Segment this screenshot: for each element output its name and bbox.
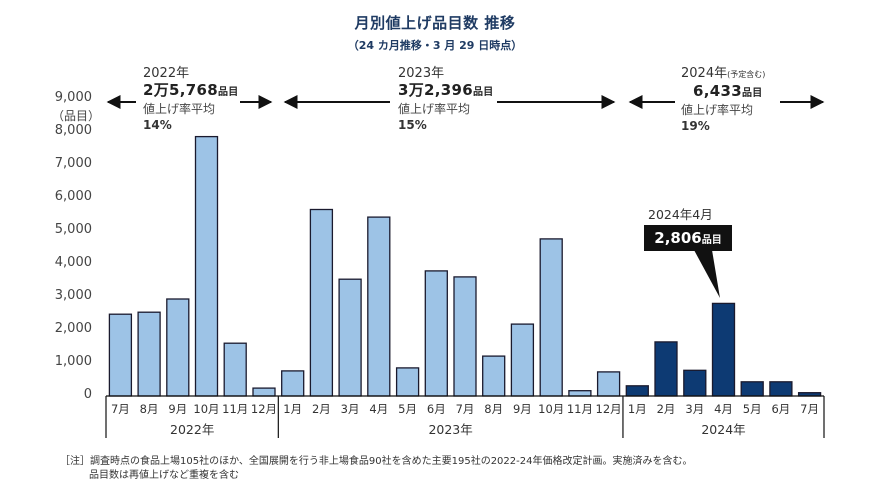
period-year-note: (予定含む) <box>727 70 766 79</box>
period-count: 2万5,768 <box>143 81 218 99</box>
footnote-line-2: 品目数は再値上げなど重複を含む <box>89 470 239 481</box>
x-group-label: 2024年 <box>701 422 745 437</box>
bar <box>568 390 592 397</box>
bar <box>108 313 133 397</box>
footnote: ［注］調査時点の食品上場105社のほか、全国展開を行う非上場食品90社を含めた主… <box>60 455 692 483</box>
x-tick-label: 4月 <box>714 402 733 416</box>
x-tick-label: 3月 <box>685 402 704 416</box>
period-count-unit: 品目 <box>217 87 239 98</box>
period-year: 2022年 <box>143 66 190 81</box>
y-tick-label: 1,000 <box>54 354 92 369</box>
period-2022-summary: 2022年 2万5,768品目 値上げ率平均 14% <box>143 66 239 133</box>
callout-value-box: 2,806品目 <box>644 225 732 251</box>
bar <box>367 216 391 397</box>
bar <box>338 278 362 397</box>
period-count-unit: 品目 <box>472 87 494 98</box>
period-rate: 15% <box>398 118 427 132</box>
y-tick-label: 8,000 <box>54 123 92 138</box>
x-tick-label: 10月 <box>538 402 564 416</box>
y-tick-label: 9,000 <box>54 90 92 105</box>
bar <box>281 370 305 397</box>
period-rate-label: 値上げ率平均 <box>398 102 471 116</box>
bar <box>137 311 161 397</box>
bar <box>223 342 247 397</box>
footnote-prefix: ［注］ <box>60 456 90 467</box>
callout-tail <box>694 250 720 298</box>
x-group-label: 2023年 <box>428 422 472 437</box>
bar <box>711 302 736 397</box>
x-tick-label: 8月 <box>484 402 503 416</box>
y-tick-label: 0 <box>83 387 92 402</box>
period-rate-label: 値上げ率平均 <box>143 102 216 116</box>
bar <box>625 385 649 397</box>
y-axis-unit: （品目） <box>52 109 101 123</box>
bar <box>769 381 793 397</box>
bars <box>108 135 822 397</box>
period-year: 2023年 <box>398 66 445 81</box>
x-tick-label: 2月 <box>312 402 331 416</box>
bar <box>424 270 448 397</box>
bar <box>166 298 190 397</box>
bar <box>596 371 621 397</box>
chart-subtitle: （24 カ月推移・3 月 29 日時点） <box>347 39 523 52</box>
x-tick-label: 11月 <box>567 402 593 416</box>
period-rate-label: 値上げ率平均 <box>681 103 754 117</box>
x-tick-label: 1月 <box>283 402 302 416</box>
y-tick-label: 5,000 <box>54 222 92 237</box>
period-count-unit: 品目 <box>741 88 763 99</box>
x-tick-label: 9月 <box>513 402 532 416</box>
x-tick-label: 5月 <box>743 402 762 416</box>
x-tick-label: 12月 <box>251 402 277 416</box>
period-rate: 19% <box>681 119 710 133</box>
bar <box>482 355 506 397</box>
period-count: 3万2,396 <box>398 81 473 99</box>
bar <box>194 135 219 397</box>
bar <box>252 387 276 397</box>
y-tick-label: 6,000 <box>54 189 92 204</box>
x-tick-label: 7月 <box>456 402 475 416</box>
bar <box>510 323 535 397</box>
x-tick-label: 3月 <box>341 402 360 416</box>
x-tick-label: 2月 <box>657 402 676 416</box>
bar <box>395 367 420 397</box>
bar <box>453 276 477 397</box>
x-tick-label: 4月 <box>369 402 388 416</box>
x-tick-label: 7月 <box>800 402 819 416</box>
footnote-line-1: 調査時点の食品上場105社のほか、全国展開を行う非上場食品90社を含めた主要19… <box>90 456 693 467</box>
callout-value: 2,806 <box>654 229 702 247</box>
period-count: 6,433 <box>693 82 742 100</box>
callout-label: 2024年4月 <box>648 207 713 222</box>
x-tick-label: 11月 <box>222 402 248 416</box>
y-tick-label: 4,000 <box>54 255 92 270</box>
callout-unit: 品目 <box>701 235 722 246</box>
bar <box>309 208 334 397</box>
bar <box>740 381 764 397</box>
chart-title: 月別値上げ品目数 推移 <box>354 14 516 32</box>
x-tick-label: 10月 <box>193 402 219 416</box>
y-tick-label: 3,000 <box>54 288 92 303</box>
x-tick-label: 8月 <box>140 402 159 416</box>
period-rate: 14% <box>143 118 172 132</box>
x-axis: 7月 8月 9月 10月 11月 12月 1月 2月 3月 4月 5月 6月 7月 8月 9月 10月 11月 1… <box>105 395 825 438</box>
x-tick-label: 7月 <box>111 402 130 416</box>
x-tick-label: 12月 <box>596 402 622 416</box>
y-tick-label: 7,000 <box>54 156 92 171</box>
x-tick-label: 6月 <box>427 402 446 416</box>
period-2023-summary: 2023年 3万2,396品目 値上げ率平均 15% <box>398 66 494 133</box>
x-group-label: 2022年 <box>170 422 214 437</box>
x-tick-label: 9月 <box>168 402 187 416</box>
x-tick-label: 5月 <box>398 402 417 416</box>
period-2024-summary: 2024年(予定含む) 6,433品目 値上げ率平均 19% <box>681 66 765 134</box>
y-tick-label: 2,000 <box>54 321 92 336</box>
bar <box>683 369 707 397</box>
period-year: 2024年 <box>681 66 728 81</box>
bar <box>654 341 678 397</box>
bar <box>539 238 563 397</box>
x-tick-label: 1月 <box>628 402 647 416</box>
x-tick-label: 6月 <box>771 402 790 416</box>
